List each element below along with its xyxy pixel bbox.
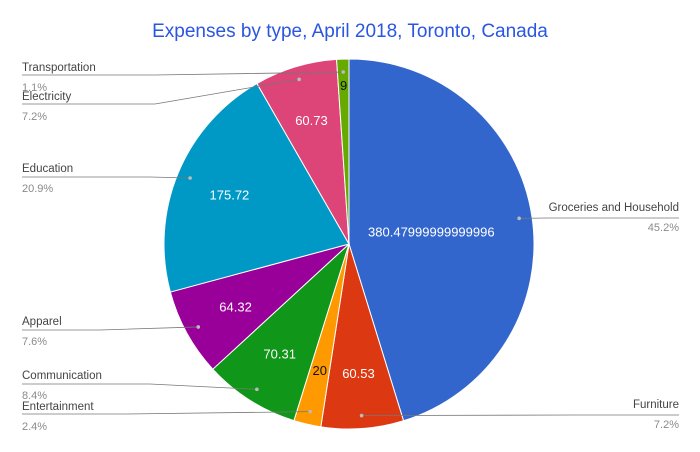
pie-slice-transportation[interactable]	[336, 58, 350, 245]
slice-value-label: 64.32	[219, 299, 252, 314]
slice-value-label: 60.53	[342, 366, 375, 381]
leader-dot	[196, 325, 201, 329]
slice-percent-label: 7.2%	[22, 111, 47, 123]
slice-value-label: 9	[340, 78, 347, 93]
value-labels-layer: 380.47999999999996 60.53 20 70.31 64.32 175.7…	[210, 78, 495, 381]
slice-percent-label: 7.2%	[654, 419, 679, 431]
slice-value-label: 175.72	[210, 187, 250, 202]
leader-line	[22, 71, 344, 76]
slice-percent-label: 20.9%	[22, 183, 53, 195]
leader-lines-layer: Groceries and Household 45.2% Furniture 7.2…	[22, 62, 679, 433]
pie-slice-education[interactable]	[163, 82, 350, 293]
leader-dot	[297, 77, 301, 82]
chart-title: Expenses by type, April 2018, Toronto, C…	[152, 21, 548, 42]
slices-layer	[163, 58, 535, 430]
leader-line	[22, 326, 199, 331]
slice-category-label: Entertainment	[22, 401, 94, 413]
slice-category-label: Transportation	[22, 62, 96, 74]
slice-value-label: 380.47999999999996	[368, 225, 495, 240]
slice-category-label: Furniture	[633, 399, 679, 411]
slice-category-label: Apparel	[22, 316, 62, 328]
slice-percent-label: 2.4%	[22, 421, 47, 433]
pie-slice-communication[interactable]	[212, 242, 351, 422]
leader-dot	[255, 387, 259, 392]
slice-category-label: Communication	[22, 370, 102, 382]
pie-slice-groceries-and-household[interactable]	[348, 58, 535, 422]
slice-value-label: 20	[313, 363, 327, 378]
leader-dot	[341, 70, 346, 74]
leader-line	[361, 414, 679, 416]
leader-dot	[308, 409, 312, 414]
slice-percent-label: 7.6%	[22, 336, 47, 348]
slice-value-label: 60.73	[295, 113, 328, 128]
slice-category-label: Groceries and Household	[549, 202, 679, 214]
leader-line	[22, 411, 311, 415]
leader-line	[22, 383, 257, 390]
slice-category-label: Electricity	[22, 91, 71, 103]
leader-dot	[188, 176, 192, 180]
slice-value-label: 70.31	[263, 346, 296, 361]
slice-percent-label: 45.2%	[648, 222, 679, 234]
leader-line	[22, 78, 300, 105]
leader-line	[22, 176, 191, 179]
leader-dot	[517, 216, 521, 221]
leader-dot	[359, 413, 364, 418]
slice-percent-label: 1.1%	[22, 82, 47, 94]
slice-percent-label: 8.4%	[22, 390, 47, 402]
slice-category-label: Education	[22, 163, 73, 175]
